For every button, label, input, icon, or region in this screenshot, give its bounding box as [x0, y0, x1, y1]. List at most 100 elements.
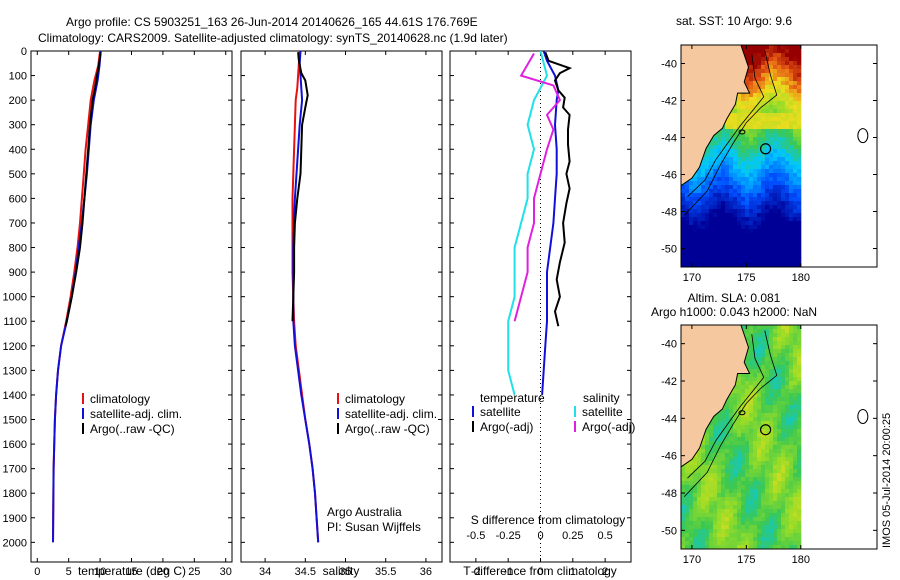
map-cell [773, 425, 778, 430]
map-cell [761, 249, 766, 254]
map-cell [777, 157, 782, 162]
series-line [52, 51, 102, 543]
map-cell [773, 469, 778, 474]
map-cell [777, 529, 782, 534]
map-cell [769, 541, 774, 546]
map-cell [705, 441, 710, 446]
map-cell [769, 357, 774, 362]
map-cell [777, 193, 782, 198]
map-cell [761, 405, 766, 410]
map-cell [729, 477, 734, 482]
map-cell [753, 81, 758, 86]
map-cell [701, 157, 706, 162]
map-cell [793, 397, 798, 402]
map-cell [781, 441, 786, 446]
map-cell [733, 165, 738, 170]
map-cell [793, 85, 798, 90]
map-cell [693, 173, 698, 178]
map-cell [737, 113, 742, 118]
map-cell [773, 393, 778, 398]
map-cell [745, 221, 750, 226]
map-cell [793, 49, 798, 54]
map-cell [765, 201, 770, 206]
map-cell [785, 469, 790, 474]
map-cell [717, 541, 722, 546]
map-cell [741, 209, 746, 214]
map-cell [741, 477, 746, 482]
map-cell [785, 177, 790, 182]
map-cell [729, 489, 734, 494]
map-cell [701, 169, 706, 174]
map-cell [737, 545, 742, 549]
map-cell [757, 149, 762, 154]
map-cell [685, 481, 690, 486]
map-cell [749, 449, 754, 454]
map-cell [785, 105, 790, 110]
map-cell [785, 229, 790, 234]
map-cell [717, 461, 722, 466]
map-cell [737, 537, 742, 542]
map-cell [745, 217, 750, 222]
x-tick-label: 180 [792, 272, 810, 284]
difference-xlabel: T difference from climatology [463, 564, 617, 578]
map-cell [713, 161, 718, 166]
map-cell [785, 377, 790, 382]
map-cell [785, 181, 790, 186]
map-cell [733, 509, 738, 514]
map-cell [749, 537, 754, 542]
map-cell [765, 109, 770, 114]
map-cell [765, 361, 770, 366]
map-cell [781, 213, 786, 218]
map-cell [745, 385, 750, 390]
map-cell [765, 437, 770, 442]
map-cell [701, 481, 706, 486]
map-cell [749, 365, 754, 370]
map-cell [749, 393, 754, 398]
map-cell [757, 389, 762, 394]
map-cell [705, 241, 710, 246]
map-cell [769, 489, 774, 494]
map-cell [773, 245, 778, 250]
map-cell [749, 373, 754, 378]
map-cell [765, 469, 770, 474]
map-cell [745, 529, 750, 534]
map-cell [753, 189, 758, 194]
map-cell [785, 65, 790, 70]
map-cell [689, 241, 694, 246]
map-cell [785, 341, 790, 346]
series-line [507, 51, 549, 396]
x-tick-label: -2 [471, 566, 481, 578]
map-cell [753, 213, 758, 218]
map-cell [789, 325, 794, 330]
map-cell [733, 461, 738, 466]
map-cell [769, 405, 774, 410]
map-cell [737, 425, 742, 430]
s-tick-label: -0.5 [466, 530, 485, 542]
map-cell [733, 129, 738, 134]
map-cell [721, 409, 726, 414]
map-cell [761, 177, 766, 182]
map-cell [777, 137, 782, 142]
map-cell [749, 385, 754, 390]
map-cell [769, 73, 774, 78]
map-cell [709, 261, 714, 266]
map-cell [705, 537, 710, 542]
y-tick-label: 300 [9, 120, 27, 132]
map-cell [757, 121, 762, 126]
map-cell [709, 449, 714, 454]
map-cell [789, 441, 794, 446]
map-cell [761, 129, 766, 134]
map-cell [681, 213, 686, 218]
map-cell [785, 193, 790, 198]
map-cell [765, 73, 770, 78]
map-cell [697, 477, 702, 482]
map-cell [725, 225, 730, 230]
map-cell [745, 365, 750, 370]
map-cell [729, 537, 734, 542]
map-cell [685, 541, 690, 546]
y-tick-label: -42 [661, 96, 677, 108]
map-cell [741, 485, 746, 490]
map-cell [729, 229, 734, 234]
map-cell [705, 517, 710, 522]
map-cell [785, 497, 790, 502]
